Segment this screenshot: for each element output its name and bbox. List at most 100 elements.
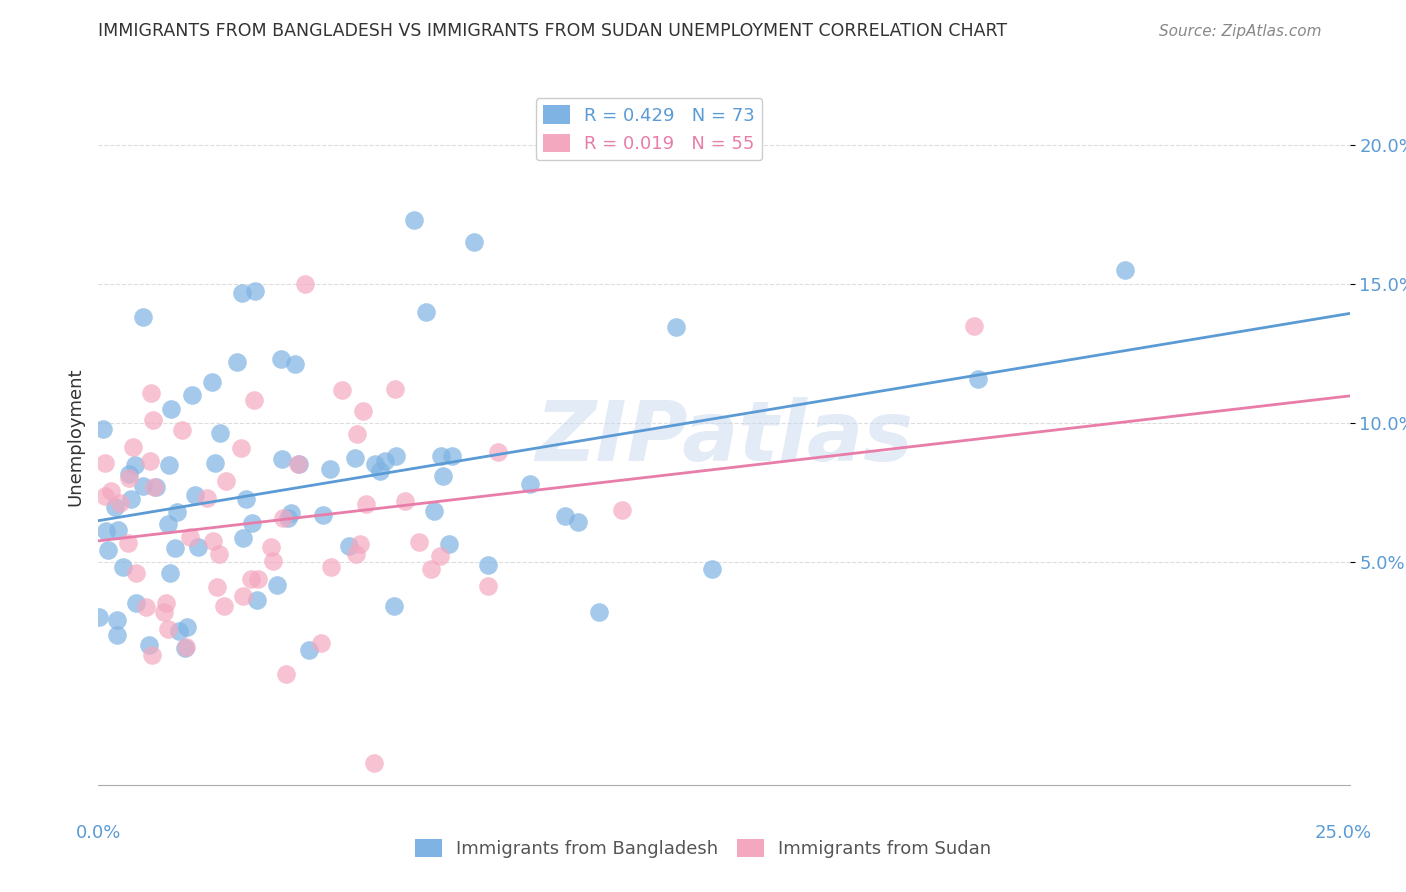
Point (187, 540, 209, 554)
Point (167, 624, 190, 638)
Point (231, 532, 253, 546)
Point (209, 425, 232, 440)
Text: 0.0%: 0.0% (76, 824, 121, 842)
Point (344, 547, 367, 561)
Point (181, 388, 204, 402)
Point (260, 540, 283, 554)
Point (408, 535, 430, 549)
Point (117, 536, 139, 550)
Point (519, 476, 541, 491)
Point (319, 462, 342, 476)
Point (440, 449, 463, 463)
Point (212, 599, 235, 613)
Point (240, 573, 263, 587)
Point (330, 383, 353, 397)
Point (124, 458, 146, 472)
Point (100, 483, 122, 498)
Point (288, 457, 311, 471)
Point (294, 277, 316, 291)
Point (963, 318, 986, 333)
Point (247, 572, 270, 586)
Point (280, 506, 302, 520)
Point (160, 402, 183, 417)
Point (477, 558, 499, 573)
Point (352, 404, 374, 418)
Point (135, 600, 157, 615)
Point (208, 547, 231, 561)
Y-axis label: Unemployment: Unemployment (66, 368, 84, 507)
Point (205, 580, 228, 594)
Point (174, 640, 197, 655)
Point (243, 393, 266, 408)
Point (225, 355, 247, 369)
Point (432, 469, 454, 483)
Point (124, 596, 146, 610)
Point (159, 566, 181, 580)
Point (402, 213, 425, 227)
Point (277, 511, 299, 525)
Point (276, 667, 298, 681)
Point (107, 523, 129, 537)
Point (394, 494, 416, 508)
Point (157, 458, 180, 473)
Point (131, 310, 153, 324)
Point (430, 449, 453, 463)
Point (118, 471, 141, 485)
Point (588, 605, 610, 619)
Point (215, 474, 238, 488)
Point (319, 560, 342, 574)
Point (1114, 263, 1136, 277)
Point (343, 451, 366, 466)
Point (262, 553, 284, 567)
Point (270, 351, 292, 366)
Text: Source: ZipAtlas.com: Source: ZipAtlas.com (1159, 24, 1322, 38)
Point (486, 445, 509, 459)
Point (246, 592, 269, 607)
Point (235, 492, 257, 507)
Point (232, 589, 254, 603)
Point (384, 382, 406, 396)
Point (266, 577, 288, 591)
Point (271, 511, 294, 525)
Text: IMMIGRANTS FROM BANGLADESH VS IMMIGRANTS FROM SUDAN UNEMPLOYMENT CORRELATION CHA: IMMIGRANTS FROM BANGLADESH VS IMMIGRANTS… (98, 21, 1008, 39)
Point (243, 285, 266, 299)
Point (155, 596, 177, 610)
Legend: R = 0.429   N = 73, R = 0.019   N = 55: R = 0.429 N = 73, R = 0.019 N = 55 (536, 98, 762, 161)
Point (202, 533, 225, 548)
Point (287, 457, 309, 471)
Point (612, 503, 634, 517)
Point (111, 560, 134, 574)
Point (118, 467, 141, 482)
Point (231, 441, 253, 455)
Point (165, 541, 187, 556)
Point (157, 623, 180, 637)
Point (368, 464, 391, 478)
Point (108, 496, 131, 510)
Point (156, 517, 179, 532)
Point (104, 500, 127, 515)
Point (120, 492, 142, 507)
Point (132, 478, 155, 492)
Point (96, 524, 118, 538)
Point (382, 599, 405, 614)
Legend: Immigrants from Bangladesh, Immigrants from Sudan: Immigrants from Bangladesh, Immigrants f… (408, 831, 998, 865)
Point (97, 543, 120, 558)
Point (298, 643, 321, 657)
Point (91, 422, 114, 436)
Point (364, 457, 387, 471)
Point (138, 638, 160, 652)
Point (170, 423, 193, 437)
Point (554, 509, 576, 524)
Point (437, 537, 460, 551)
Point (105, 613, 128, 627)
Point (184, 487, 207, 501)
Point (477, 579, 499, 593)
Text: ZIPatlas: ZIPatlas (536, 397, 912, 477)
Point (567, 516, 589, 530)
Point (240, 516, 263, 530)
Point (94, 489, 117, 503)
Point (142, 413, 165, 427)
Point (195, 491, 218, 505)
Point (176, 620, 198, 634)
Point (145, 480, 167, 494)
